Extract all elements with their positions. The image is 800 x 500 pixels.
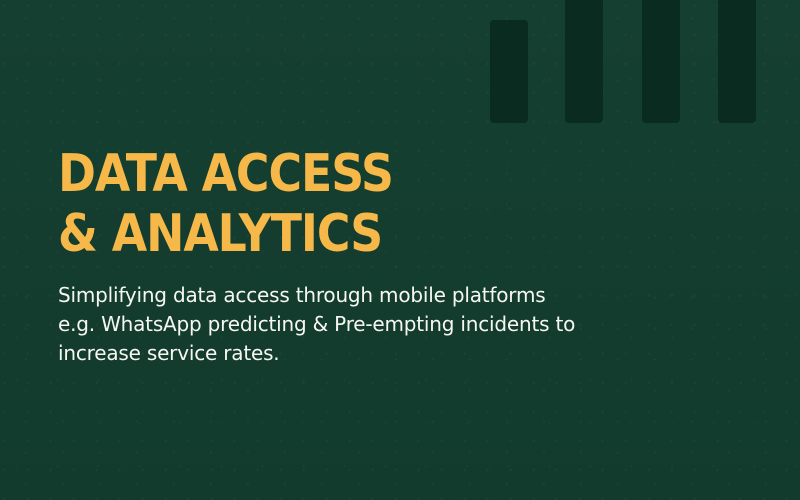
hero-headline: DATA ACCESS & ANALYTICS xyxy=(58,144,394,264)
headline-line: DATA ACCESS xyxy=(58,144,394,204)
decorative-bar xyxy=(565,0,603,123)
decorative-bar xyxy=(490,20,528,123)
headline-line: & ANALYTICS xyxy=(58,204,383,264)
hero-description: Simplifying data access through mobile p… xyxy=(58,283,576,365)
decorative-bar xyxy=(718,0,756,123)
decorative-bar xyxy=(642,0,680,123)
